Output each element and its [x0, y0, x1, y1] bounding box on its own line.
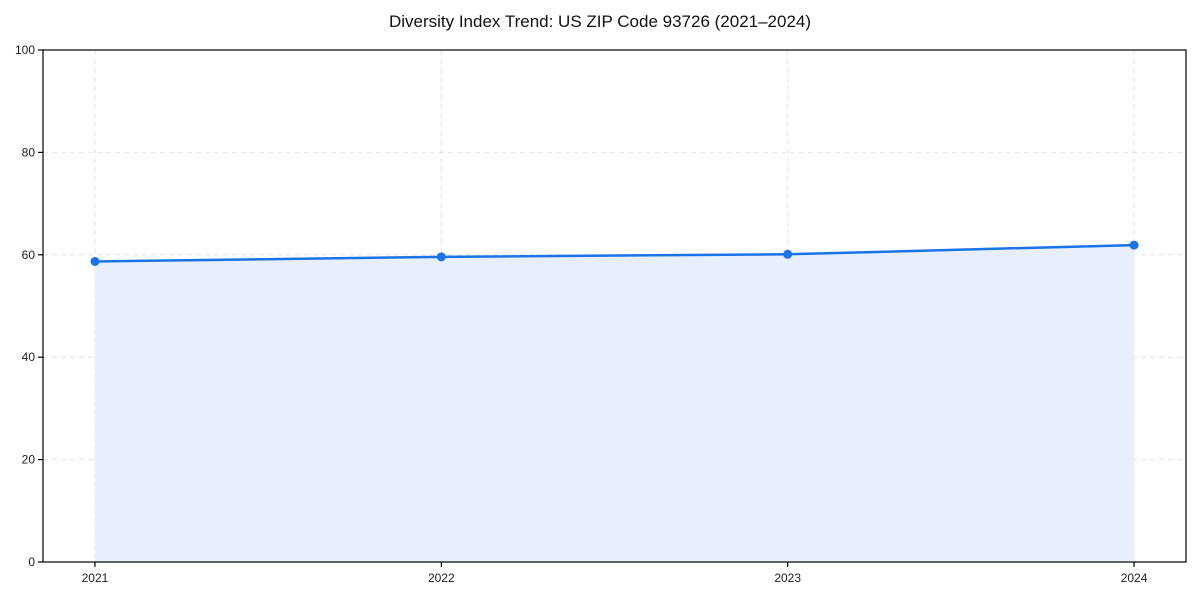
y-tick-label: 60 — [22, 248, 36, 262]
x-tick-label: 2022 — [428, 571, 455, 585]
y-tick-label: 80 — [22, 145, 36, 159]
trend-line — [93, 243, 1136, 263]
y-tick-label: 0 — [28, 555, 35, 569]
data-point-marker — [783, 249, 793, 259]
data-point-marker — [90, 256, 100, 266]
data-point-marker — [436, 252, 446, 262]
y-tick-label: 20 — [22, 453, 36, 467]
x-tick-label: 2024 — [1121, 571, 1148, 585]
chart-title: Diversity Index Trend: US ZIP Code 93726… — [388, 12, 812, 31]
data-point-marker — [1129, 240, 1139, 250]
x-tick-label: 2021 — [82, 571, 109, 585]
y-tick-label: 40 — [22, 350, 36, 364]
y-tick-label: 100 — [15, 43, 35, 57]
x-tick-label: 2023 — [774, 571, 801, 585]
plot-border — [42, 49, 1187, 563]
area-fill — [94, 245, 1135, 562]
